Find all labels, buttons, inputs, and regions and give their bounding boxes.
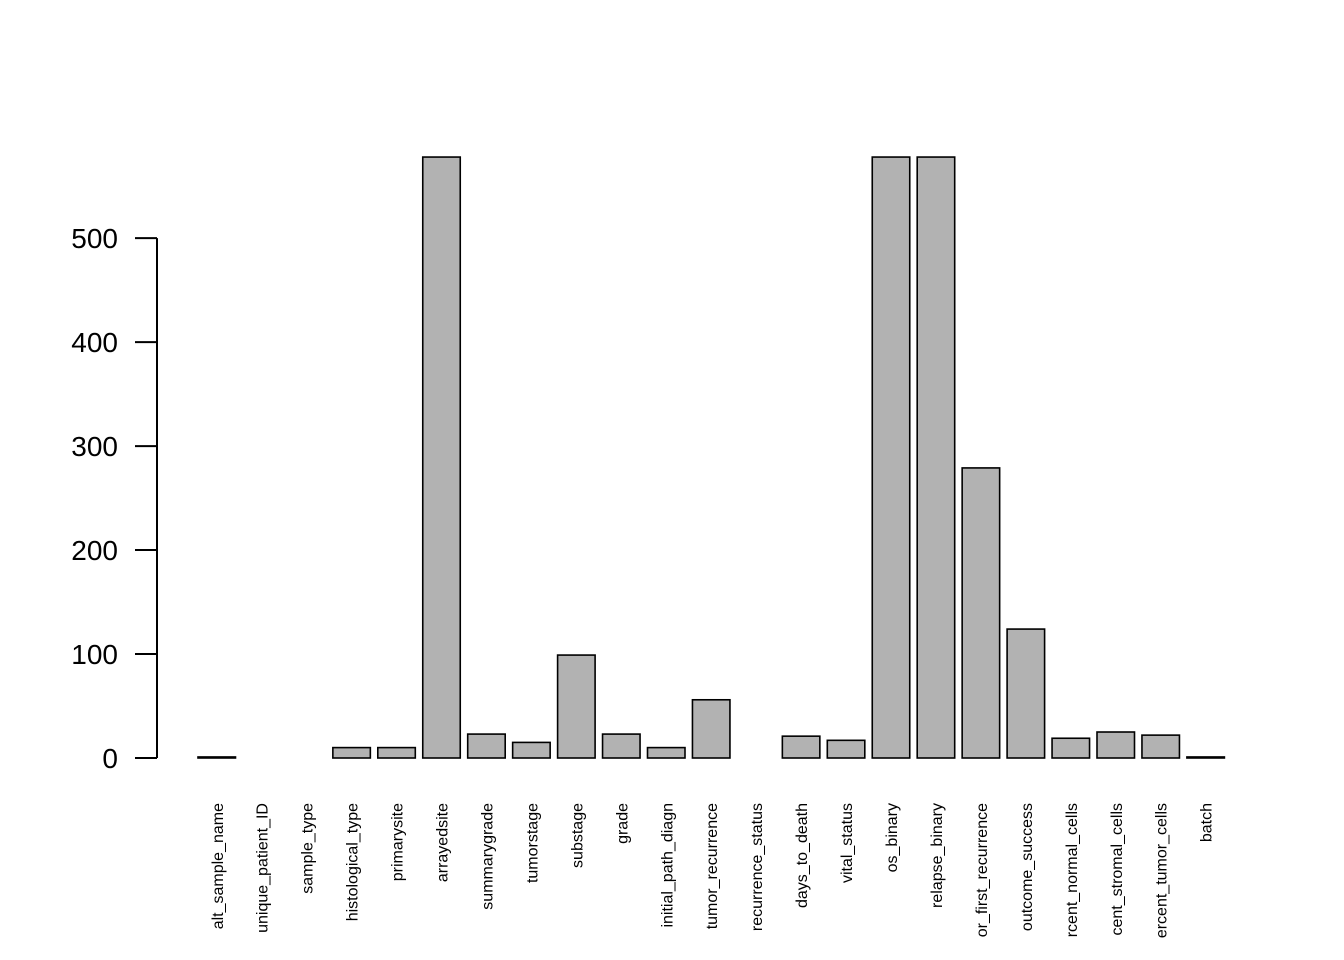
x-tick-label: unique_patient_ID xyxy=(255,803,272,933)
y-tick-label: 100 xyxy=(71,639,118,670)
x-tick-label: vital_status xyxy=(839,803,856,883)
bar-batch xyxy=(1186,756,1226,759)
bar-initial-path-diagn xyxy=(646,746,686,759)
x-tick-label: days_to_death xyxy=(794,803,811,908)
x-tick-label: grade xyxy=(614,803,631,844)
x-axis-labels: alt_sample_name unique_patient_ID sample_t… xyxy=(210,803,1216,938)
y-tick-label: 200 xyxy=(71,535,118,566)
bar-summarygrade xyxy=(466,733,507,759)
bar-rcent-normal-cells xyxy=(1051,737,1091,759)
x-tick-label: sample_type xyxy=(300,803,317,894)
bar-os-binary xyxy=(871,156,911,759)
x-tick-label: substage xyxy=(569,803,586,868)
bar-tumor-recurrence xyxy=(691,698,731,759)
bar-relapse-binary xyxy=(916,156,956,759)
bar-tumorstage xyxy=(511,741,551,759)
bar-cent-stromal-cells xyxy=(1096,731,1136,759)
x-tick-label: initial_path_diagn xyxy=(659,803,676,928)
y-tick-label: 400 xyxy=(71,327,118,358)
x-tick-label: ercent_tumor_cells xyxy=(1154,803,1171,938)
bar-ercent-tumor-cells xyxy=(1141,734,1181,759)
bar-or-first-recurrence xyxy=(961,467,1001,759)
x-tick-label: tumor_recurrence xyxy=(704,803,721,929)
x-tick-label: alt_sample_name xyxy=(210,803,227,929)
x-tick-label: tumorstage xyxy=(524,803,541,883)
bar-substage xyxy=(556,654,596,759)
x-tick-label: arrayedsite xyxy=(435,803,452,882)
x-tick-label: cent_stromal_cells xyxy=(1109,803,1126,936)
x-tick-label: summarygrade xyxy=(479,803,496,910)
bar-outcome-success xyxy=(1006,628,1046,759)
x-tick-label: os_binary xyxy=(884,803,901,872)
x-tick-label: outcome_success xyxy=(1019,803,1036,931)
x-tick-label: batch xyxy=(1199,803,1216,842)
y-tick-label: 0 xyxy=(102,743,118,774)
y-axis: 0 100 200 300 400 500 xyxy=(71,223,158,774)
x-tick-label: rcent_normal_cells xyxy=(1064,803,1081,937)
bar-alt-sample-name xyxy=(197,756,237,759)
bar-histological-type xyxy=(332,746,372,759)
y-tick-label: 500 xyxy=(71,223,118,254)
bar-grade xyxy=(601,733,641,759)
x-tick-label: recurrence_status xyxy=(749,803,766,931)
bar-arrayedsite xyxy=(421,156,462,759)
x-tick-label: histological_type xyxy=(345,803,362,921)
bar-days-to-death xyxy=(781,735,821,759)
x-tick-label: or_first_recurrence xyxy=(974,803,991,937)
y-tick-label: 300 xyxy=(71,431,118,462)
x-tick-label: primarysite xyxy=(390,803,407,881)
bar-primarysite xyxy=(376,746,417,759)
x-tick-label: relapse_binary xyxy=(929,803,946,908)
bar-vital-status xyxy=(826,739,866,759)
bars xyxy=(197,156,1226,759)
